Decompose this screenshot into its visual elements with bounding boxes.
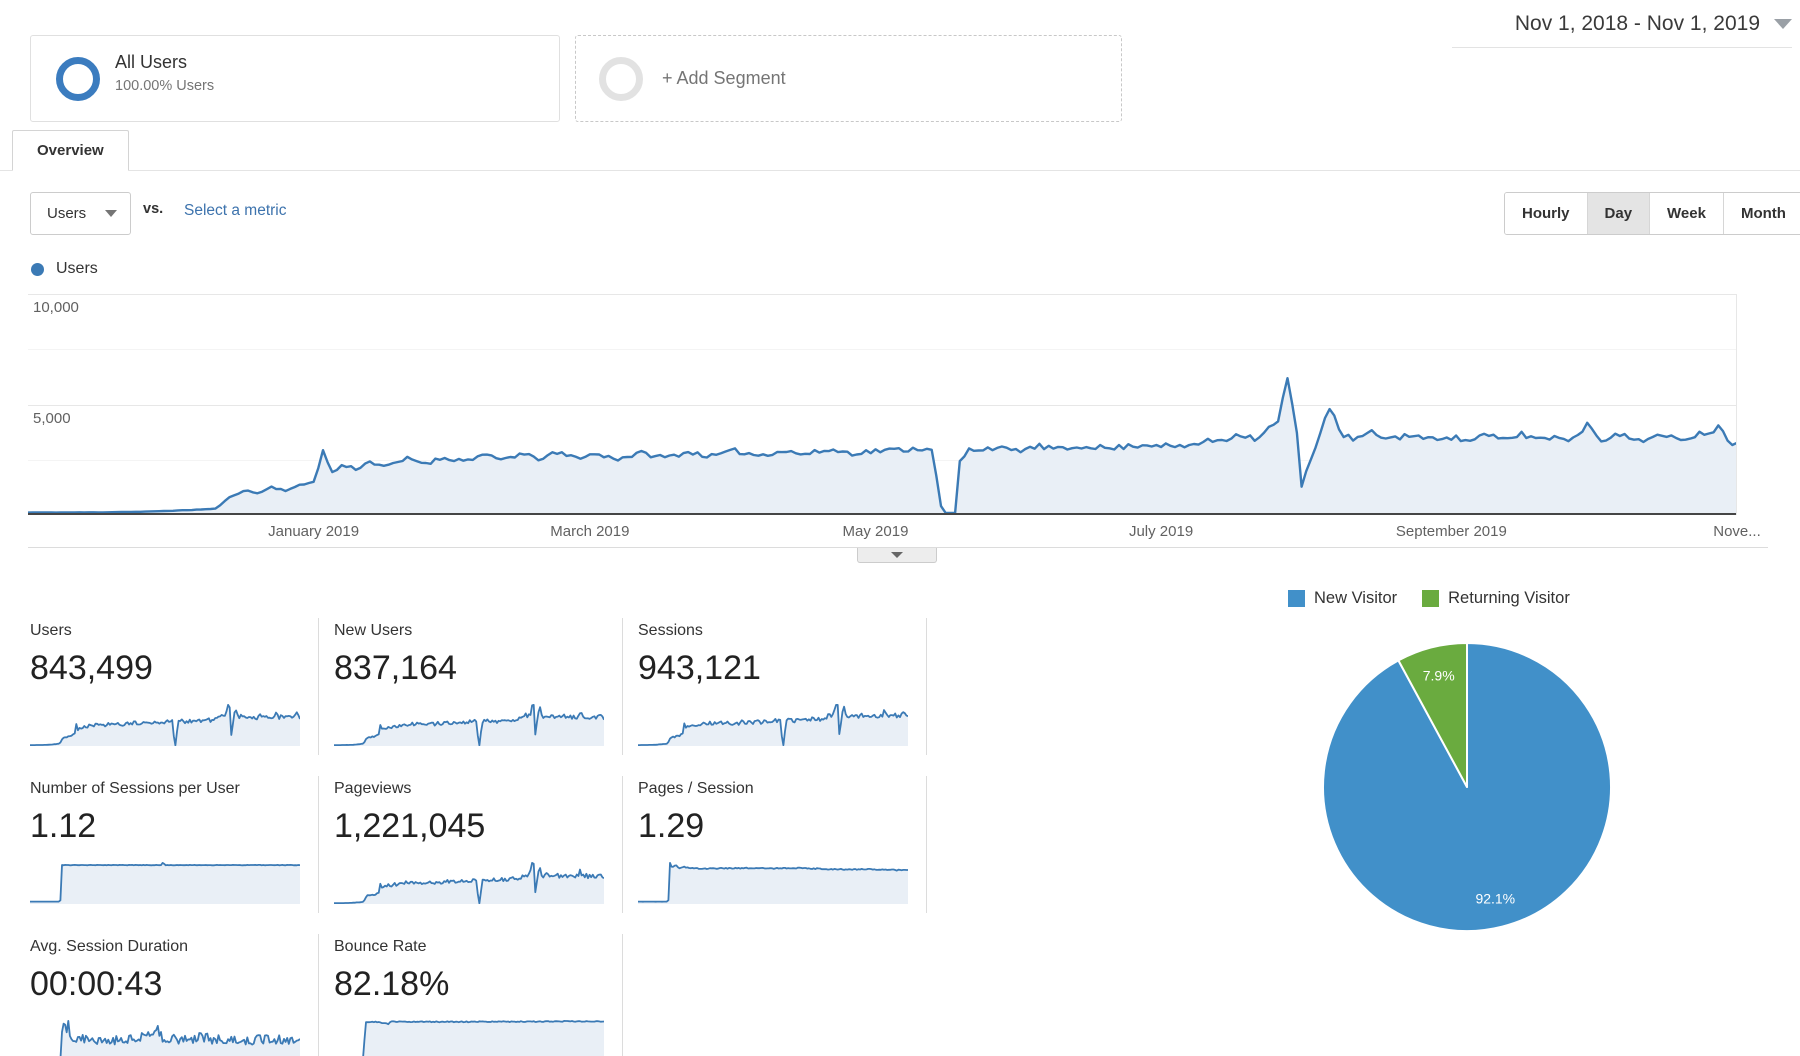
metric-card-sessions: Sessions 943,121	[638, 618, 927, 755]
gridline	[28, 294, 1737, 295]
date-range-selector[interactable]: Nov 1, 2018 - Nov 1, 2019	[1452, 12, 1792, 48]
visitor-type-pie-chart[interactable]: 92.1% 7.9%	[1297, 617, 1637, 957]
users-over-time-chart[interactable]	[28, 294, 1737, 515]
metric-label[interactable]: Pageviews	[334, 780, 412, 797]
chart-x-axis-line	[28, 513, 1737, 515]
metric-value: 837,164	[334, 649, 457, 687]
returning-visitor-swatch-icon	[1422, 590, 1440, 607]
segment-subtitle: 100.00% Users	[115, 78, 215, 94]
metric-value: 82.18%	[334, 965, 450, 1003]
tab-overview[interactable]: Overview	[12, 130, 129, 171]
y-axis-tick-label: 10,000	[33, 299, 79, 316]
metric-card-users: Users 843,499	[30, 618, 319, 755]
metrics-summary: Users 843,499 New Users 837,164 Sessions…	[30, 618, 927, 1056]
series-dot-icon	[31, 262, 44, 276]
legend-item-returning-visitor[interactable]: Returning Visitor	[1422, 589, 1570, 608]
metric-card-bounce-rate: Bounce Rate 82.18%	[334, 934, 623, 1056]
metric-value: 1.29	[638, 807, 705, 845]
metric-sparkline	[334, 704, 604, 746]
metric-sparkline	[638, 704, 908, 746]
chevron-down-icon	[1774, 19, 1792, 29]
metric-card-new-users: New Users 837,164	[334, 618, 623, 755]
gridline	[28, 404, 1737, 406]
gridline-minor	[28, 349, 1737, 351]
metric-label[interactable]: Sessions	[638, 622, 703, 639]
metric-value: 843,499	[30, 649, 153, 687]
legend-item-new-visitor[interactable]: New Visitor	[1288, 589, 1397, 608]
month-button[interactable]: Month	[1722, 193, 1800, 234]
legend-label: Returning Visitor	[1448, 589, 1570, 607]
metric-value: 943,121	[638, 649, 761, 687]
metric-value: 00:00:43	[30, 965, 163, 1003]
legend-label: New Visitor	[1314, 589, 1398, 607]
vs-label: vs.	[143, 201, 164, 217]
chart-bottom-divider	[28, 547, 1768, 548]
metric-card-avg-session-duration: Avg. Session Duration 00:00:43	[30, 934, 319, 1056]
date-range-label: Nov 1, 2018 - Nov 1, 2019	[1514, 12, 1760, 35]
x-axis-tick-label: May 2019	[842, 523, 909, 540]
pie-legend: New Visitor Returning Visitor	[1288, 589, 1570, 608]
metric-card-pages-per-session: Pages / Session 1.29	[638, 776, 927, 913]
x-axis-tick-label: March 2019	[550, 523, 630, 540]
chart-legend-label: Users	[56, 260, 98, 277]
segment-circle-icon	[56, 57, 100, 101]
add-segment-label: + Add Segment	[662, 68, 786, 88]
tab-divider	[0, 170, 1800, 171]
new-visitor-swatch-icon	[1288, 590, 1305, 607]
metric-label[interactable]: Users	[30, 622, 72, 639]
chart-right-border	[1736, 294, 1737, 515]
metric-dropdown[interactable]: Users	[30, 192, 131, 235]
metric-label[interactable]: Pages / Session	[638, 780, 754, 797]
metric-sparkline	[59, 1020, 300, 1056]
select-metric-link[interactable]: Select a metric	[184, 202, 287, 219]
chart-legend: Users	[31, 260, 98, 278]
metric-sparkline	[334, 862, 604, 904]
segment-title: All Users	[115, 52, 188, 72]
segment-circle-icon	[599, 57, 643, 101]
chart-expander-button[interactable]	[857, 548, 937, 563]
metric-card-pageviews: Pageviews 1,221,045	[334, 776, 623, 913]
metric-label[interactable]: Number of Sessions per User	[30, 780, 240, 797]
y-axis-tick-label: 5,000	[33, 409, 71, 427]
granularity-toggle: Hourly Day Week Month	[1504, 192, 1800, 235]
metric-card-sessions-per-user: Number of Sessions per User 1.12	[30, 776, 319, 913]
metric-value: 1,221,045	[334, 807, 486, 845]
metric-label[interactable]: Avg. Session Duration	[30, 938, 189, 955]
pie-slice-1[interactable]	[1397, 642, 1468, 788]
hourly-button[interactable]: Hourly	[1505, 193, 1587, 234]
metric-value: 1.12	[30, 807, 97, 845]
add-segment-button[interactable]: + Add Segment	[575, 35, 1122, 122]
week-button[interactable]: Week	[1649, 193, 1723, 234]
pie-value-label: 92.1%	[1475, 891, 1515, 907]
x-axis-tick-label: January 2019	[268, 523, 360, 540]
pie-value-label: 7.9%	[1423, 667, 1455, 683]
tab-overview-label: Overview	[37, 142, 104, 159]
day-button[interactable]: Day	[1586, 193, 1650, 234]
x-axis-tick-label: Nove...	[1713, 523, 1761, 540]
metric-sparkline	[30, 704, 300, 746]
x-axis-tick-label: July 2019	[1128, 523, 1194, 540]
metric-sparkline	[638, 862, 908, 904]
metric-sparkline	[362, 1020, 604, 1056]
metric-sparkline	[30, 862, 300, 904]
metric-label[interactable]: Bounce Rate	[334, 938, 427, 955]
x-axis-tick-label: September 2019	[1395, 523, 1507, 540]
chevron-down-icon	[891, 552, 903, 558]
metric-dropdown-value: Users	[47, 205, 87, 222]
segment-all-users[interactable]: All Users 100.00% Users	[30, 35, 560, 122]
metric-label[interactable]: New Users	[334, 622, 413, 639]
chevron-down-icon	[105, 210, 117, 217]
